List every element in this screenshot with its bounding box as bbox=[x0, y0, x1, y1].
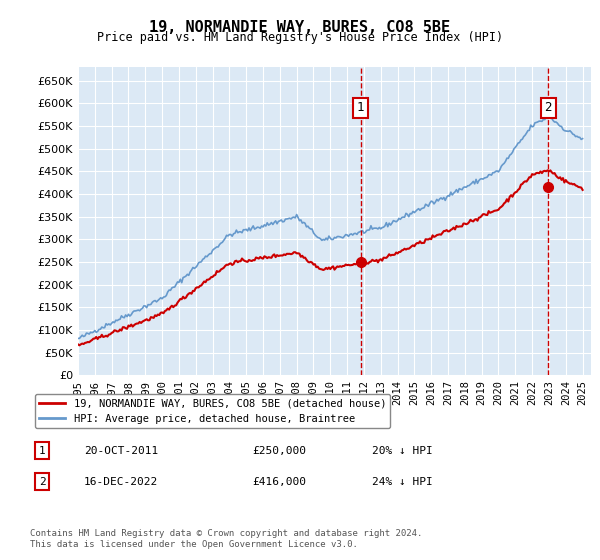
Text: 19, NORMANDIE WAY, BURES, CO8 5BE: 19, NORMANDIE WAY, BURES, CO8 5BE bbox=[149, 20, 451, 35]
Text: 20-OCT-2011: 20-OCT-2011 bbox=[84, 446, 158, 456]
Text: £416,000: £416,000 bbox=[252, 477, 306, 487]
Text: 24% ↓ HPI: 24% ↓ HPI bbox=[372, 477, 433, 487]
Text: 20% ↓ HPI: 20% ↓ HPI bbox=[372, 446, 433, 456]
Text: Price paid vs. HM Land Registry's House Price Index (HPI): Price paid vs. HM Land Registry's House … bbox=[97, 31, 503, 44]
Text: Contains HM Land Registry data © Crown copyright and database right 2024.
This d: Contains HM Land Registry data © Crown c… bbox=[30, 529, 422, 549]
Text: 2: 2 bbox=[38, 477, 46, 487]
Text: 2: 2 bbox=[544, 101, 552, 114]
Text: 1: 1 bbox=[357, 101, 364, 114]
Text: £250,000: £250,000 bbox=[252, 446, 306, 456]
Legend: 19, NORMANDIE WAY, BURES, CO8 5BE (detached house), HPI: Average price, detached: 19, NORMANDIE WAY, BURES, CO8 5BE (detac… bbox=[35, 394, 391, 428]
Text: 1: 1 bbox=[38, 446, 46, 456]
Text: 16-DEC-2022: 16-DEC-2022 bbox=[84, 477, 158, 487]
